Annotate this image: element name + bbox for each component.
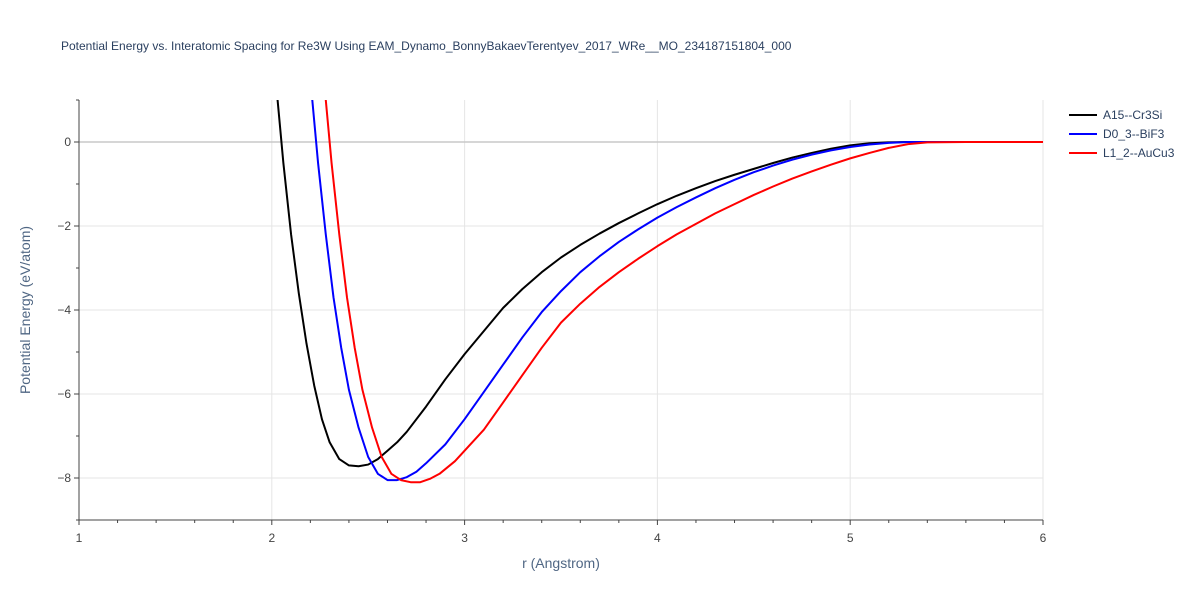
series-line-l1-2-aucu3 (324, 100, 1043, 484)
grid (79, 100, 1044, 520)
x-tick-label: 1 (76, 531, 83, 545)
x-tick-label: 3 (461, 531, 468, 545)
series-line-a15-cr3si (276, 100, 1043, 468)
x-tick-label: 2 (268, 531, 275, 545)
chart-title: Potential Energy vs. Interatomic Spacing… (61, 39, 792, 53)
y-tick-label: −8 (57, 471, 71, 485)
x-axis-title: r (Angstrom) (522, 555, 600, 571)
series-line-d0-3-bif3 (311, 100, 1043, 482)
legend-item[interactable]: D0_3--BiF3 (1069, 127, 1165, 141)
y-tick-label: 0 (64, 135, 71, 149)
x-tick-label: 5 (847, 531, 854, 545)
legend-label: D0_3--BiF3 (1103, 127, 1165, 141)
y-tick-label: −4 (57, 303, 71, 317)
y-axis-title: Potential Energy (eV/atom) (17, 226, 33, 394)
legend-label: A15--Cr3Si (1103, 108, 1162, 122)
legend-label: L1_2--AuCu3 (1103, 146, 1175, 160)
legend[interactable]: A15--Cr3Si D0_3--BiF3 L1_2--AuCu3 (1069, 108, 1175, 160)
y-tick-label: −2 (57, 219, 71, 233)
legend-item[interactable]: A15--Cr3Si (1069, 108, 1162, 122)
x-tick-label: 4 (654, 531, 661, 545)
legend-item[interactable]: L1_2--AuCu3 (1069, 146, 1175, 160)
x-tick-label: 6 (1040, 531, 1047, 545)
y-tick-label: −6 (57, 387, 71, 401)
plot-area (276, 100, 1043, 484)
axes: 1 2 3 4 5 6 −8 −6 −4 −2 0 (57, 99, 1047, 545)
